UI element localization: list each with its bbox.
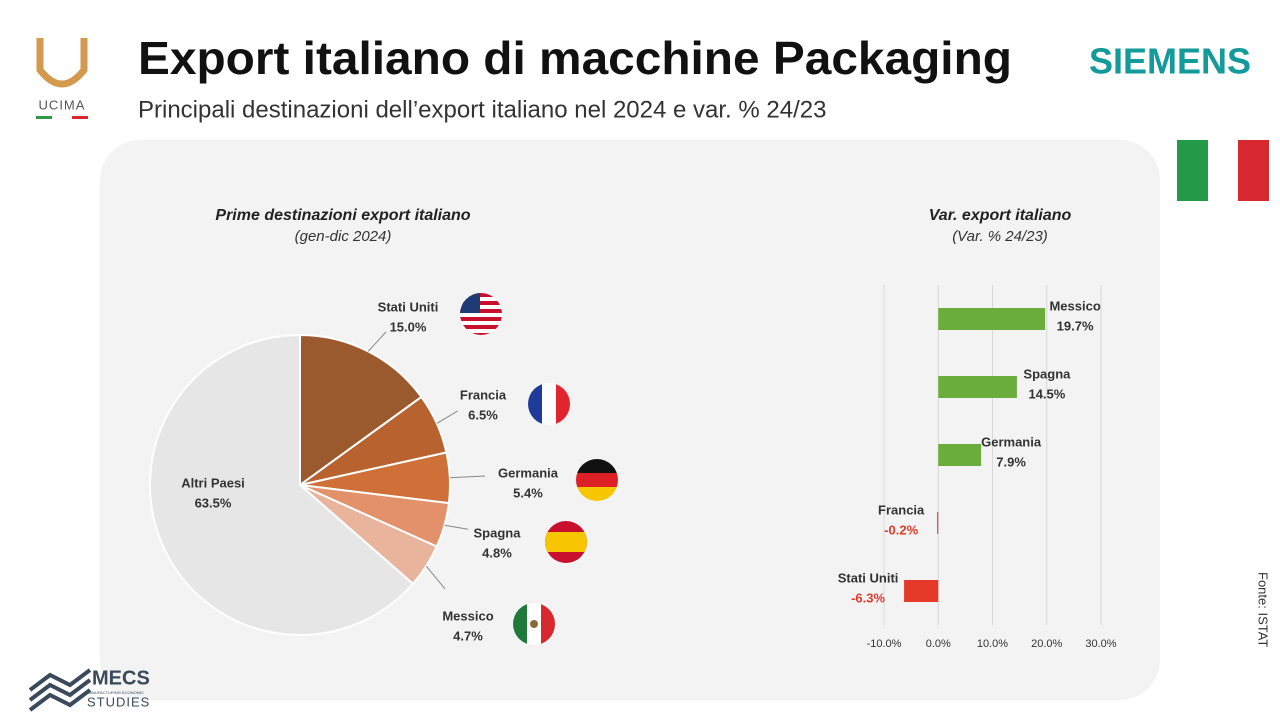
mecs-tagline: MANUFACTURING ECONOMIC	[86, 690, 144, 695]
logo-stripe	[36, 116, 52, 119]
bar-label: Germania	[981, 434, 1042, 449]
pie-subtitle: (gen-dic 2024)	[295, 228, 392, 245]
flag-es	[545, 521, 587, 563]
siemens-logo: SIEMENS	[1089, 41, 1251, 82]
bar-subtitle: (Var. % 24/23)	[952, 228, 1048, 245]
pie-title: Prime destinazioni export italiano	[215, 207, 470, 224]
bar-label: Messico	[1049, 298, 1100, 313]
logo-stripe	[72, 116, 88, 119]
title: Export italiano di macchine Packaging	[138, 32, 1012, 84]
x-tick-label: 0.0%	[926, 638, 951, 650]
bar-label: Stati Uniti	[838, 570, 899, 585]
mecs-text: MECS	[92, 667, 150, 689]
source: Fonte: ISTAT	[1256, 572, 1271, 647]
bar	[937, 512, 939, 534]
subtitle: Principali destinazioni dell’export ital…	[138, 96, 826, 123]
slice-value: 5.4%	[513, 485, 543, 500]
slice-value: 63.5%	[195, 495, 232, 510]
ucima-logo	[36, 38, 88, 88]
leader-line	[436, 410, 458, 424]
leader-line	[425, 565, 446, 590]
bar-label: Spagna	[1023, 366, 1071, 381]
bar-value: 7.9%	[996, 454, 1026, 469]
flag-fr	[528, 383, 570, 425]
bar-value: -6.3%	[851, 590, 885, 605]
bar-value: -0.2%	[884, 522, 918, 537]
slice-value: 4.8%	[482, 545, 512, 560]
bar	[938, 308, 1046, 330]
slice-label: Altri Paesi	[181, 475, 245, 490]
mecs-studies: STUDIES	[87, 694, 150, 709]
x-tick-label: 30.0%	[1085, 638, 1116, 650]
slice-value: 15.0%	[390, 319, 427, 334]
bar-value: 19.7%	[1057, 318, 1094, 333]
ucima-text: UCIMA	[39, 97, 86, 112]
flag-mx	[513, 603, 555, 645]
pie-slice	[149, 333, 415, 636]
slice-label: Messico	[442, 608, 493, 623]
mecs-logo	[28, 668, 92, 712]
flag-stripe	[1208, 140, 1238, 201]
slice-label: Germania	[498, 465, 559, 480]
slice-label: Francia	[460, 387, 507, 402]
flag-stripe	[1238, 140, 1269, 201]
x-tick-label: 20.0%	[1031, 638, 1062, 650]
slice-label: Spagna	[474, 525, 522, 540]
leader-line	[449, 475, 486, 479]
bar-label: Francia	[878, 502, 925, 517]
slice-value: 4.7%	[453, 628, 483, 643]
flag-de	[576, 459, 618, 501]
x-tick-label: 10.0%	[977, 638, 1008, 650]
bar-value: 14.5%	[1028, 386, 1065, 401]
slice-value: 6.5%	[468, 407, 498, 422]
bar	[938, 444, 982, 466]
bar	[938, 376, 1017, 398]
x-tick-label: -10.0%	[867, 638, 902, 650]
flag-stripe	[1177, 140, 1208, 201]
leader-line	[367, 331, 387, 352]
bar	[904, 580, 939, 602]
bar-title: Var. export italiano	[929, 207, 1072, 224]
leader-line	[444, 524, 469, 530]
slice-label: Stati Uniti	[378, 299, 439, 314]
